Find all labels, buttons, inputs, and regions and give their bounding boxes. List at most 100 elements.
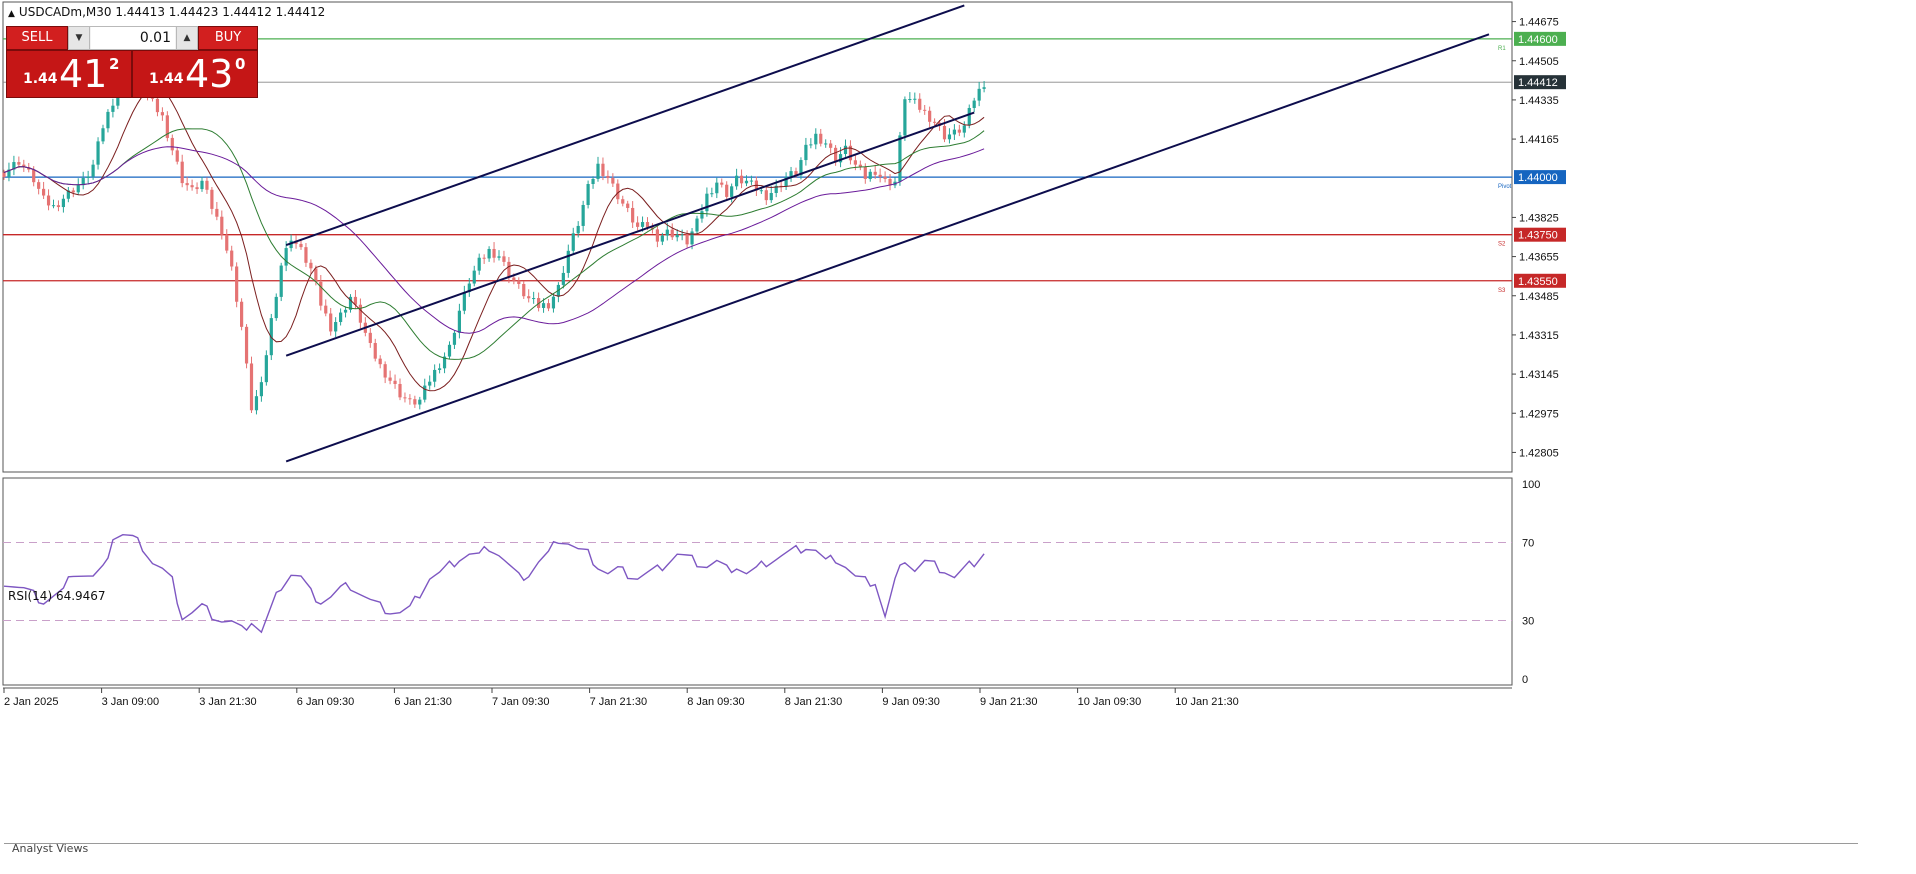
candle-body bbox=[735, 175, 739, 187]
candle-body bbox=[96, 141, 100, 165]
candle-body bbox=[878, 174, 882, 177]
candle-body bbox=[477, 257, 481, 271]
candle-body bbox=[522, 284, 526, 297]
candle-body bbox=[784, 177, 788, 187]
candle-body bbox=[2, 172, 6, 178]
pivot-tag-label: S3 bbox=[1498, 288, 1506, 294]
candle-body bbox=[7, 169, 11, 178]
lot-size-stepper[interactable]: ▼ 0.01 ▲ bbox=[68, 26, 198, 50]
candle-body bbox=[581, 204, 585, 226]
candle-body bbox=[705, 193, 709, 212]
candle-body bbox=[274, 296, 278, 319]
candle-body bbox=[353, 296, 358, 305]
candle-body bbox=[749, 180, 754, 182]
candle-body bbox=[56, 205, 61, 208]
candle-body bbox=[868, 171, 872, 179]
buy-button[interactable]: BUY bbox=[198, 26, 258, 50]
candle-body bbox=[447, 344, 452, 357]
candle-body bbox=[329, 313, 333, 332]
candle-body bbox=[962, 125, 966, 133]
collapse-triangle-icon[interactable]: ▲ bbox=[8, 9, 15, 19]
rsi-tick-label: 70 bbox=[1522, 538, 1534, 550]
candle-body bbox=[769, 192, 773, 201]
candle-body bbox=[576, 225, 580, 234]
candle-body bbox=[794, 171, 798, 176]
candle-body bbox=[834, 147, 838, 163]
candle-body bbox=[764, 190, 768, 201]
sell-button[interactable]: SELL bbox=[6, 26, 68, 50]
trend-channel-middle bbox=[285, 111, 975, 357]
candle-body bbox=[76, 185, 80, 193]
sell-price-pips: 41 bbox=[59, 52, 108, 96]
time-tick-label: 6 Jan 09:30 bbox=[297, 696, 355, 708]
candle-body bbox=[730, 186, 734, 197]
current-price-tag bbox=[1514, 75, 1566, 90]
candle-body bbox=[17, 162, 21, 165]
candle-body bbox=[12, 162, 16, 170]
trend-channel-lower bbox=[285, 33, 1490, 463]
candle-body bbox=[655, 229, 659, 242]
candle-body bbox=[249, 363, 254, 411]
candle-body bbox=[86, 176, 90, 179]
candle-body bbox=[254, 396, 259, 411]
candle-body bbox=[240, 301, 244, 327]
candle-body bbox=[462, 292, 466, 311]
pivot-price-tag bbox=[1514, 227, 1566, 242]
buy-price-box[interactable]: 1.44 43 0 bbox=[132, 50, 258, 98]
candle-body bbox=[967, 107, 971, 126]
candle-body bbox=[225, 234, 229, 251]
candle-body bbox=[160, 112, 164, 116]
rsi-tick-label: 30 bbox=[1522, 616, 1534, 628]
candle-body bbox=[616, 183, 620, 200]
candle-body bbox=[279, 265, 283, 297]
candle-body bbox=[660, 235, 664, 242]
main-panel-frame bbox=[2, 1, 1513, 473]
candle-body bbox=[413, 399, 417, 405]
lot-size-input[interactable]: 0.01 bbox=[91, 27, 175, 49]
rsi-tick-label: 100 bbox=[1522, 479, 1540, 491]
candle-body bbox=[695, 218, 699, 232]
time-tick-label: 3 Jan 21:30 bbox=[199, 696, 257, 708]
candle-body bbox=[106, 111, 110, 129]
candle-body bbox=[61, 198, 65, 208]
price-tick-label: 1.43655 bbox=[1519, 252, 1559, 264]
candle-body bbox=[507, 261, 511, 278]
candle-body bbox=[319, 281, 323, 306]
trend-channel-upper bbox=[285, 4, 965, 247]
candle-body bbox=[492, 248, 496, 258]
candle-body bbox=[532, 298, 536, 300]
candle-body bbox=[343, 309, 348, 313]
lot-decrease-icon[interactable]: ▼ bbox=[69, 27, 90, 49]
candle-body bbox=[804, 144, 808, 161]
time-tick-label: 2 Jan 2025 bbox=[4, 696, 58, 708]
candle-body bbox=[512, 277, 516, 281]
lot-increase-icon[interactable]: ▲ bbox=[176, 27, 197, 49]
candle-body bbox=[848, 145, 853, 161]
symbol-info: USDCADm,M30 1.44413 1.44423 1.44412 1.44… bbox=[18, 5, 326, 19]
pivot-price-tag bbox=[1514, 31, 1566, 46]
candle-body bbox=[527, 296, 531, 299]
candle-body bbox=[824, 143, 828, 145]
candle-body bbox=[170, 137, 174, 151]
candle-body bbox=[334, 322, 338, 332]
candle-body bbox=[46, 195, 51, 206]
candle-body bbox=[601, 163, 605, 176]
candle-body bbox=[438, 368, 442, 370]
candle-body bbox=[482, 257, 486, 259]
sell-price-box[interactable]: 1.44 41 2 bbox=[6, 50, 132, 98]
candle-body bbox=[675, 234, 679, 238]
candle-body bbox=[670, 229, 674, 238]
candle-body bbox=[383, 364, 387, 378]
candle-body bbox=[858, 164, 862, 167]
candle-body bbox=[348, 296, 353, 310]
buy-price-prefix: 1.44 bbox=[149, 71, 184, 87]
candle-body bbox=[863, 166, 867, 179]
candle-body bbox=[551, 296, 556, 309]
candle-body bbox=[898, 135, 902, 182]
pivot-price-tag bbox=[1514, 170, 1566, 185]
pivot-price-tag bbox=[1514, 273, 1566, 288]
candle-body bbox=[388, 377, 392, 381]
analyst-views-tab[interactable]: Analyst Views bbox=[4, 842, 1858, 855]
price-tick-label: 1.43485 bbox=[1519, 291, 1559, 303]
